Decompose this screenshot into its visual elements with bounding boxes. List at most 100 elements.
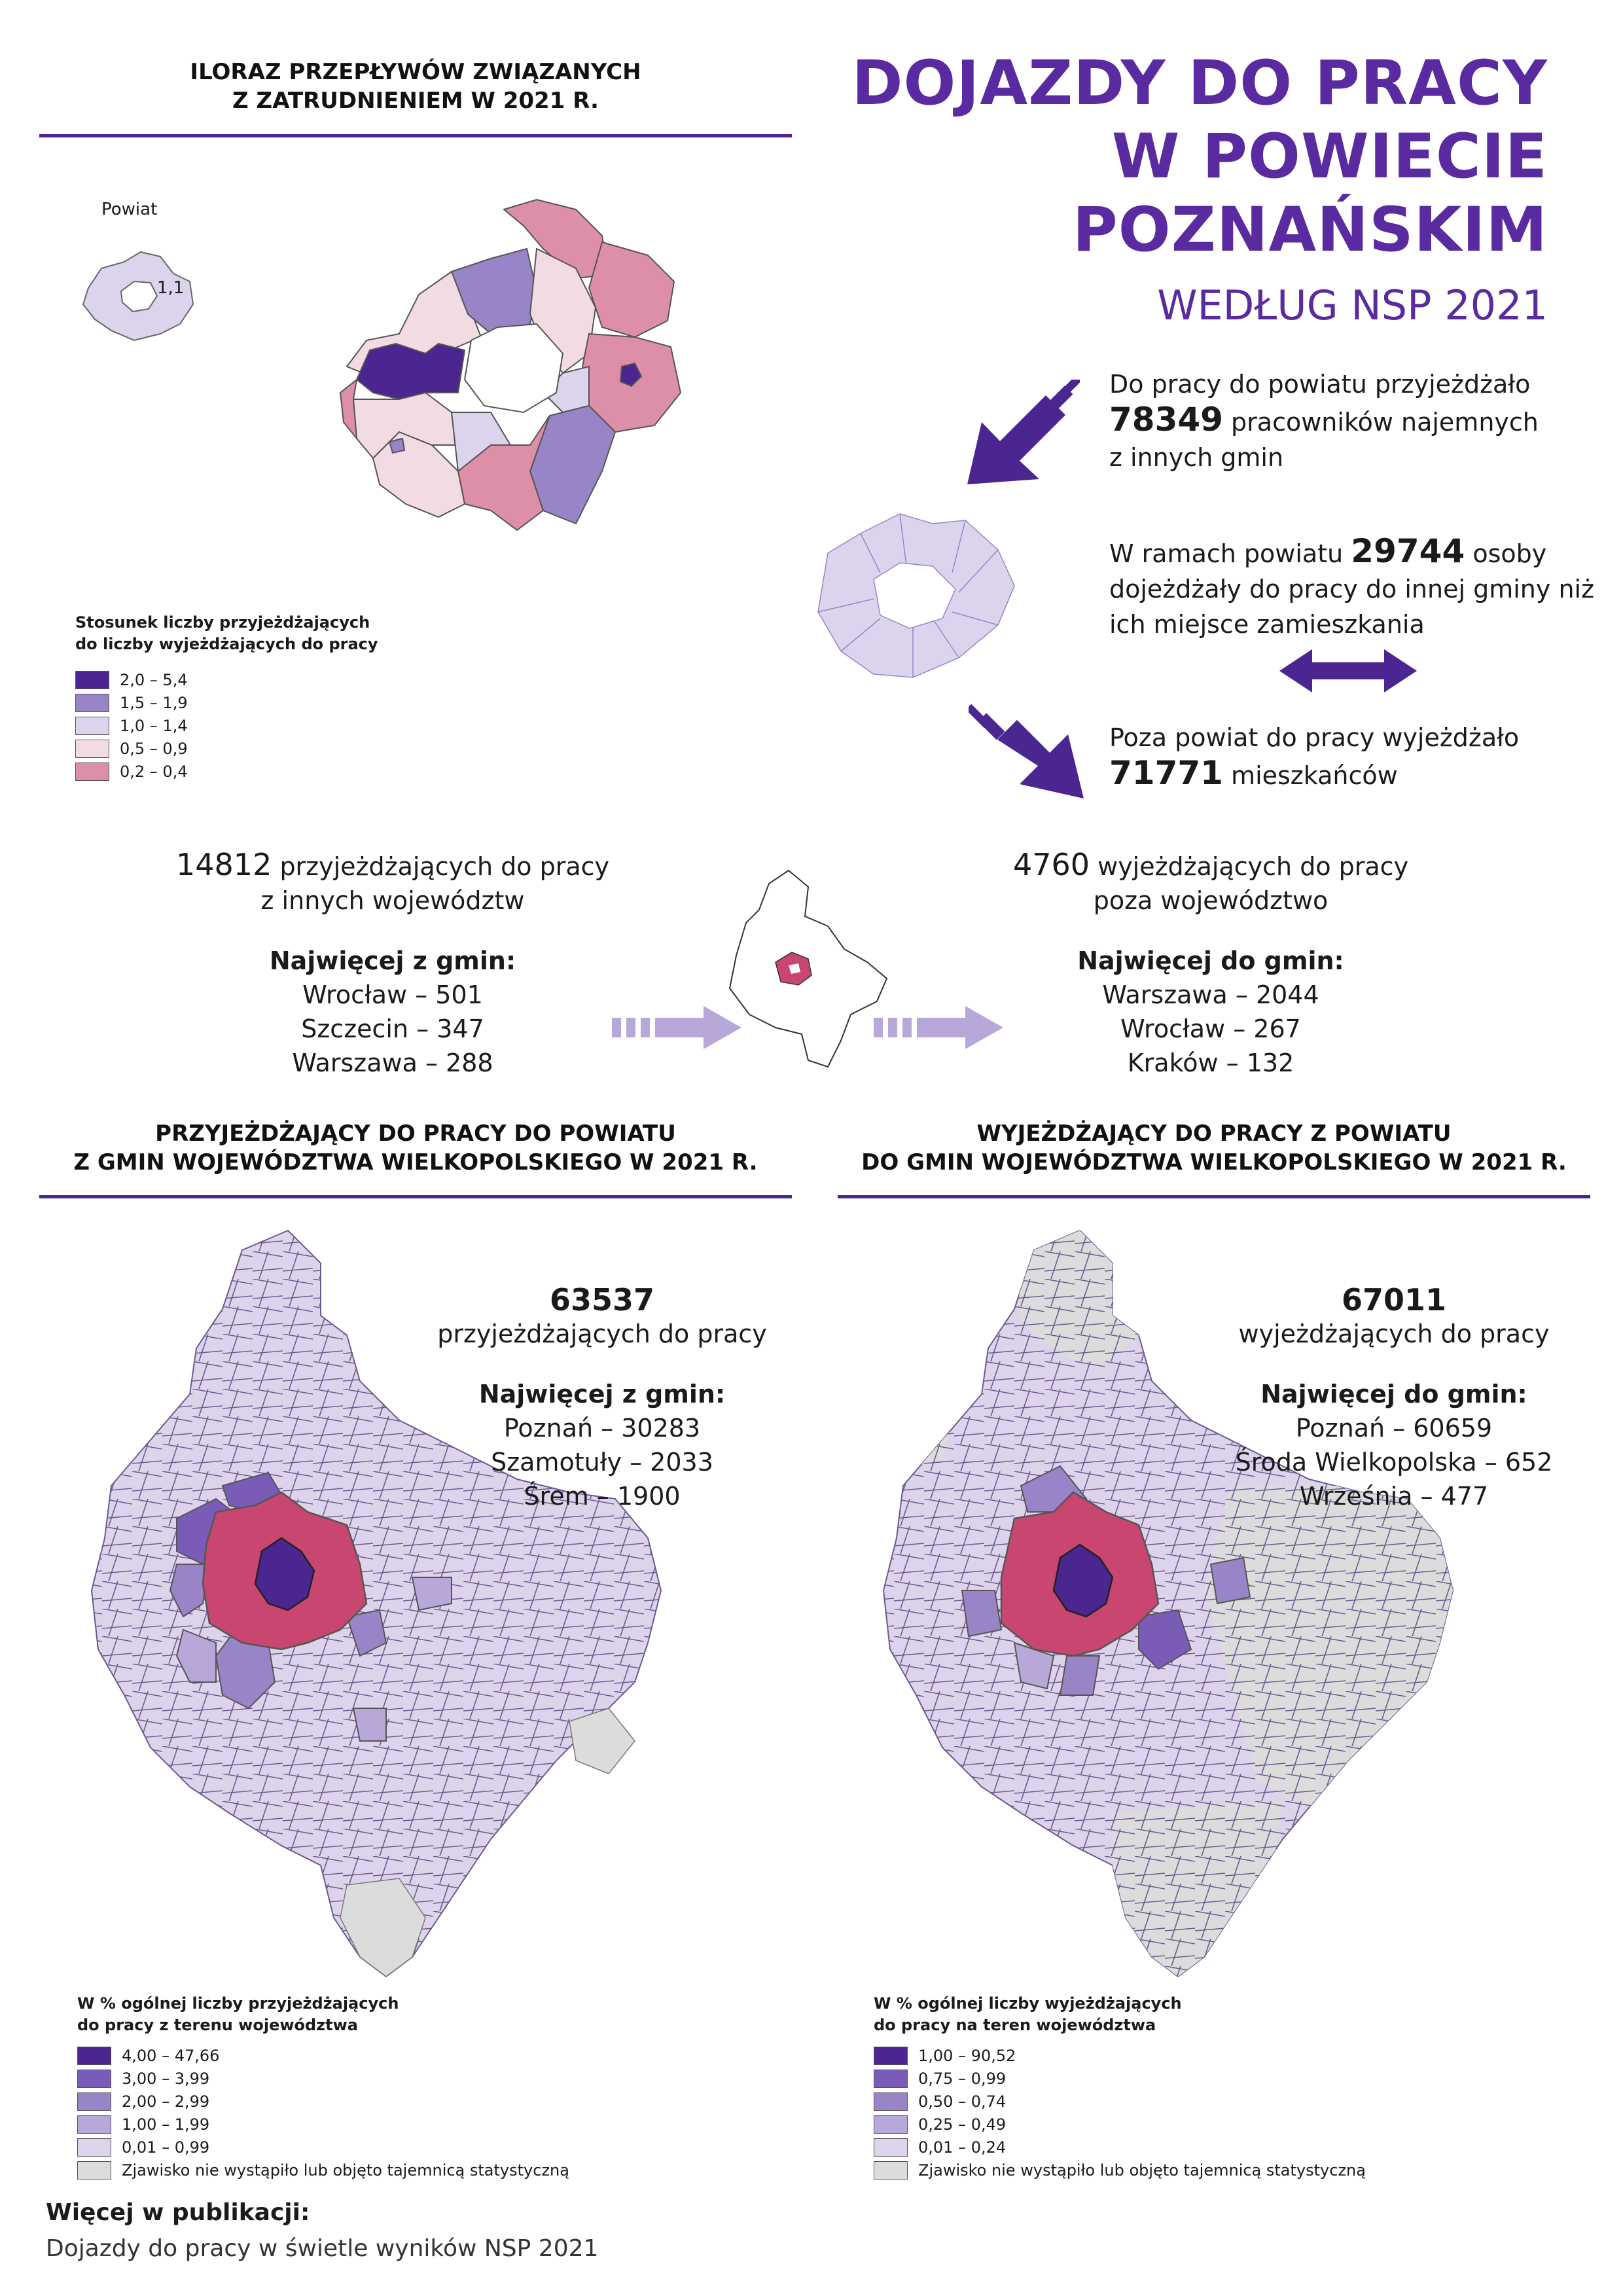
outgoing-rule (838, 1195, 1590, 1198)
legend-label: 0,2 – 0,4 (120, 762, 188, 781)
legend-swatch (77, 2115, 111, 2134)
legend-swatch (874, 2069, 908, 2088)
incoming-legend-item: 1,00 – 1,99 (77, 2113, 569, 2136)
quotient-legend-title-line-1: Stosunek liczby przyjeżdżających (75, 613, 370, 632)
gmina-sroda (1138, 1609, 1192, 1670)
arrow-out-icon (969, 704, 1084, 798)
interregional-in-item: Wrocław – 501 (302, 980, 483, 1009)
interregional-out: 4760 wyjeżdżających do pracy poza wojewó… (936, 848, 1486, 1080)
gmina-south-east-light (352, 1708, 387, 1742)
outgoing-legend-title-line-2: do pracy na teren województwa (874, 2016, 1156, 2034)
legend-swatch (874, 2138, 908, 2157)
legend-label: 1,00 – 1,99 (122, 2115, 210, 2134)
outgoing-item: Poznań – 60659 (1295, 1414, 1493, 1443)
incoming-total-label: przyjeżdżających do pracy (437, 1319, 767, 1348)
outgoing-heading: WYJEŻDŻAJĄCY DO PRACY Z POWIATU DO GMIN … (838, 1119, 1590, 1177)
quotient-ring-map (339, 198, 682, 531)
grey-area-south (340, 1878, 426, 1977)
flow-in-stat: Do pracy do powiatu przyjeżdżało 78349 p… (1109, 367, 1539, 475)
quotient-heading-line-1: ILORAZ PRZEPŁYWÓW ZWIĄZANYCH (190, 59, 641, 85)
outgoing-heading-line-2: DO GMIN WOJEWÓDZTWA WIELKOPOLSKIEGO W 20… (861, 1149, 1567, 1175)
quotient-heading: ILORAZ PRZEPŁYWÓW ZWIĄZANYCH Z ZATRUDNIE… (39, 58, 792, 115)
gmina-south-light (175, 1628, 217, 1683)
powiat-value: 1,1 (157, 278, 185, 298)
outgoing-total: 67011 (1341, 1282, 1447, 1318)
outgoing-legend-title-line-1: W % ogólnej liczby wyjeżdżających (874, 1994, 1182, 2013)
interregional-out-item: Kraków – 132 (1127, 1049, 1294, 1077)
legend-label: 1,5 – 1,9 (120, 693, 188, 712)
outgoing-legend-item: Zjawisko nie wystąpiło lub objęto tajemn… (874, 2159, 1366, 2181)
arrow-in-icon (967, 380, 1080, 484)
quotient-legend-item: 2,0 – 5,4 (75, 668, 378, 691)
legend-label: 0,50 – 0,74 (918, 2092, 1007, 2111)
incoming-item: Śrem – 1900 (524, 1482, 681, 1511)
incoming-summary: 63537 przyjeżdżających do pracy Najwięce… (419, 1283, 785, 1513)
publication-link[interactable]: Dojazdy do pracy w świetle wyników NSP 2… (46, 2235, 599, 2262)
incoming-item: Szamotuły – 2033 (491, 1448, 713, 1477)
outgoing-top-label: Najwięcej do gmin: (1260, 1380, 1527, 1408)
legend-label: 1,00 – 90,52 (918, 2046, 1016, 2065)
interregional-out-label2: poza województwo (1093, 886, 1329, 915)
legend-swatch (77, 2161, 111, 2179)
outgoing-legend-item: 0,25 – 0,49 (874, 2113, 1366, 2136)
interregional-out-label: wyjeżdżających do pracy (1097, 852, 1409, 881)
quotient-legend-title: Stosunek liczby przyjeżdżających do licz… (75, 612, 378, 655)
incoming-legend-item: 3,00 – 3,99 (77, 2067, 569, 2090)
main-title-line-3: POZNAŃSKIM (1072, 194, 1548, 266)
main-title: DOJAZDY DO PRACY W POWIECIE POZNAŃSKIM (851, 47, 1548, 267)
legend-label: 0,01 – 0,24 (918, 2138, 1007, 2157)
incoming-heading-line-2: Z GMIN WOJEWÓDZTWA WIELKOPOLSKIEGO W 202… (73, 1149, 758, 1175)
incoming-legend: W % ogólnej liczby przyjeżdżających do p… (77, 1993, 569, 2181)
outgoing-item: Środa Wielkopolska – 652 (1235, 1448, 1553, 1477)
interregional-in-label2: z innych województw (260, 886, 525, 915)
incoming-item: Poznań – 30283 (503, 1414, 701, 1443)
legend-label: 2,0 – 5,4 (120, 670, 188, 689)
legend-label: 0,01 – 0,99 (122, 2138, 210, 2157)
legend-swatch (874, 2115, 908, 2134)
outgoing-legend-item: 1,00 – 90,52 (874, 2044, 1366, 2067)
gmina-west-ring (961, 1590, 1003, 1638)
legend-swatch (874, 2161, 908, 2179)
quotient-legend: Stosunek liczby przyjeżdżających do licz… (75, 612, 378, 783)
incoming-legend-item: 2,00 – 2,99 (77, 2090, 569, 2113)
outgoing-choropleth-map (882, 1229, 1454, 1978)
flow-in-value: 78349 (1109, 401, 1223, 439)
incoming-top-label: Najwięcej z gmin: (478, 1380, 726, 1408)
legend-swatch (77, 2138, 111, 2157)
incoming-legend-item: Zjawisko nie wystąpiło lub objęto tajemn… (77, 2159, 569, 2181)
gmina-tarnowo (355, 342, 466, 401)
interregional-in-item: Szczecin – 347 (301, 1014, 484, 1043)
flow-within-line2: dojeżdżały do pracy do innej gminy niż (1109, 575, 1595, 603)
quotient-rule (39, 134, 792, 137)
legend-swatch (75, 670, 109, 689)
grey-area-east (569, 1708, 635, 1774)
flow-in-post2: z innych gmin (1109, 443, 1284, 472)
gmina-east-upper (588, 241, 675, 338)
incoming-legend-item: 4,00 – 47,66 (77, 2044, 569, 2067)
main-subtitle: WEDŁUG NSP 2021 (1157, 281, 1548, 329)
more-label: Więcej w publikacji: (46, 2199, 310, 2226)
legend-label: 3,00 – 3,99 (122, 2069, 210, 2088)
incoming-heading-line-1: PRZYJEŻDŻAJĄCY DO PRACY DO POWIATU (155, 1121, 676, 1147)
gmina-west-lower (339, 378, 358, 441)
outgoing-legend-item: 0,01 – 0,24 (874, 2136, 1366, 2159)
powiat-light-map (817, 513, 1015, 678)
poznan-hole (463, 323, 564, 414)
legend-swatch (75, 693, 109, 712)
gmina-poznan (254, 1537, 315, 1611)
legend-label: 1,0 – 1,4 (120, 716, 188, 735)
legend-swatch (874, 2092, 908, 2111)
interregional-out-top-label: Najwięcej do gmin: (1077, 946, 1344, 975)
interregional-in: 14812 przyjeżdżających do pracy z innych… (118, 848, 668, 1080)
incoming-rule (39, 1195, 792, 1198)
outgoing-legend-item: 0,75 – 0,99 (874, 2067, 1366, 2090)
interregional-out-value: 4760 (1012, 847, 1090, 882)
outgoing-summary: 67011 wyjeżdżających do pracy Najwięcej … (1211, 1283, 1577, 1513)
quotient-heading-line-2: Z ZATRUDNIENIEM W 2021 R. (232, 88, 599, 114)
arrow-right-out-icon (874, 1006, 1003, 1049)
outgoing-legend-title: W % ogólnej liczby wyjeżdżających do pra… (874, 1993, 1366, 2036)
legend-label: 0,25 – 0,49 (918, 2115, 1007, 2134)
incoming-total: 63537 (549, 1282, 655, 1318)
incoming-legend-item: 0,01 – 0,99 (77, 2136, 569, 2159)
interregional-in-value: 14812 (176, 847, 272, 882)
